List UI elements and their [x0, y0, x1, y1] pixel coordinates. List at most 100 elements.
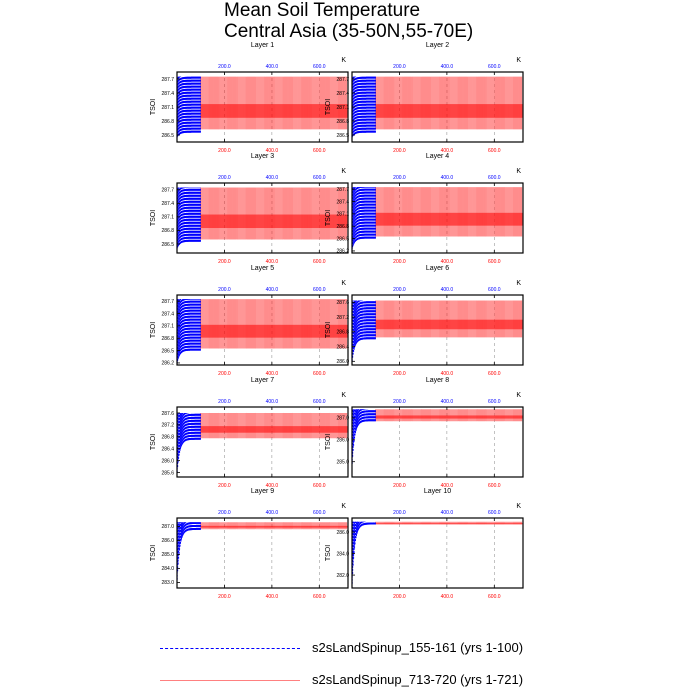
y-tick-label-1: 286.8	[161, 228, 174, 234]
y-axis-label: TSOI	[150, 210, 157, 226]
y-tick-label-3: 286.0	[161, 538, 174, 544]
x-bottom-tick-label-1: 400.0	[266, 371, 279, 377]
series-run1	[176, 412, 201, 473]
y-tick-label-1: 286.5	[336, 236, 349, 242]
y-tick-label-0: 283.0	[161, 580, 174, 586]
panel-frame	[351, 182, 524, 254]
units-label: K	[341, 392, 346, 399]
chart-panel-layer-9: Layer 9 K TSOI 283.0 284.0 285.0 286.0 287.0 200…	[150, 488, 349, 600]
units-label: K	[516, 392, 521, 399]
series-run2-core	[375, 104, 523, 118]
x-bottom-tick-label-2: 600.0	[488, 148, 501, 154]
x-top-tick-label-1: 400.0	[441, 175, 454, 181]
series-run1	[351, 300, 376, 362]
y-tick-label-3: 287.1	[161, 324, 174, 330]
chart-panel-layer-4: Layer 4 K TSOI 286.2 286.5 286.8 287.1 287.4 287…	[325, 153, 524, 265]
series-run2	[375, 300, 524, 338]
series-run1	[176, 299, 201, 363]
y-tick-label-0: 282.0	[336, 573, 349, 579]
panel-title: Layer 4	[426, 153, 449, 160]
y-tick-label-2: 287.1	[161, 215, 174, 221]
y-tick-label-1: 284.0	[161, 566, 174, 572]
x-bottom-tick-label-2: 600.0	[313, 483, 326, 489]
legend-entry-run1: s2sLandSpinup_155-161 (yrs 1-100)	[160, 639, 610, 659]
x-top-tick-label-1: 400.0	[266, 287, 279, 293]
series-run2-core	[375, 523, 523, 525]
chart-panel-layer-2: Layer 2 K TSOI 286.5 286.8 287.1 287.4 287.7 200…	[325, 42, 524, 154]
series-run2-core	[200, 214, 348, 229]
x-top-tick-label-2: 600.0	[313, 510, 326, 516]
x-top-tick-label-0: 200.0	[393, 64, 406, 70]
x-top-tick-label-1: 400.0	[266, 510, 279, 516]
x-bottom-tick-label-0: 200.0	[218, 371, 231, 377]
panel-title: Layer 6	[426, 265, 449, 272]
y-tick-label-1: 284.0	[336, 551, 349, 557]
y-tick-label-2: 287.1	[161, 105, 174, 111]
panel-frame	[351, 406, 524, 478]
x-top-tick-label-0: 200.0	[393, 510, 406, 516]
y-tick-label-3: 286.8	[161, 435, 174, 441]
y-axis-label: TSOI	[150, 99, 157, 115]
y-axis-label: TSOI	[150, 545, 157, 561]
y-tick-label-2: 286.8	[336, 330, 349, 336]
y-tick-label-4: 287.7	[336, 77, 349, 83]
y-axis-label: TSOI	[325, 322, 332, 338]
series-run2	[375, 409, 524, 422]
x-top-tick-label-1: 400.0	[441, 399, 454, 405]
chart-panel-layer-8: Layer 8 K TSOI 285.0 286.0 287.0 200.0 400.0 600…	[325, 377, 524, 489]
x-bottom-tick-label-0: 200.0	[393, 594, 406, 600]
x-bottom-tick-label-1: 400.0	[266, 594, 279, 600]
y-tick-label-1: 286.0	[336, 438, 349, 444]
units-label: K	[516, 280, 521, 287]
legend-swatch-run2	[160, 680, 300, 681]
x-bottom-tick-label-0: 200.0	[218, 483, 231, 489]
x-bottom-tick-label-2: 600.0	[488, 594, 501, 600]
y-tick-label-3: 287.4	[336, 91, 349, 97]
series-run2	[200, 412, 349, 439]
x-top-tick-label-1: 400.0	[441, 287, 454, 293]
units-label: K	[341, 280, 346, 287]
panel-title: Layer 9	[251, 488, 274, 495]
y-tick-label-1: 286.4	[336, 344, 349, 350]
series-run2	[375, 187, 524, 237]
x-top-tick-label-1: 400.0	[441, 64, 454, 70]
chart-panel-layer-10: Layer 10 K TSOI 282.0 284.0 286.0 200.0 400.0 60…	[325, 488, 524, 600]
y-tick-label-0: 286.0	[336, 359, 349, 365]
series-run2	[200, 299, 349, 349]
x-bottom-tick-label-1: 400.0	[441, 259, 454, 265]
series-run2	[375, 76, 524, 130]
x-top-tick-label-0: 200.0	[393, 175, 406, 181]
y-tick-label-3: 287.2	[336, 315, 349, 321]
x-bottom-tick-label-1: 400.0	[441, 594, 454, 600]
chart-panel-layer-1: Layer 1 K TSOI 286.5 286.8 287.1 287.4 287.7 200…	[150, 42, 349, 154]
series-run2-core	[200, 324, 348, 338]
x-top-tick-label-2: 600.0	[313, 64, 326, 70]
y-tick-label-4: 287.4	[336, 199, 349, 205]
y-tick-label-5: 287.6	[161, 411, 174, 417]
x-bottom-tick-label-1: 400.0	[441, 483, 454, 489]
y-tick-label-0: 285.0	[336, 459, 349, 465]
y-tick-label-2: 286.8	[161, 336, 174, 342]
y-tick-label-0: 286.5	[336, 133, 349, 139]
y-tick-label-0: 285.6	[161, 470, 174, 476]
panel-frame	[351, 294, 524, 366]
y-axis-label: TSOI	[150, 434, 157, 450]
panel-frame	[351, 517, 524, 589]
series-run1	[351, 521, 376, 584]
y-tick-label-3: 287.4	[161, 91, 174, 97]
x-top-tick-label-2: 600.0	[313, 399, 326, 405]
x-bottom-tick-label-1: 400.0	[266, 259, 279, 265]
y-tick-label-2: 286.8	[336, 224, 349, 230]
series-run2-core	[200, 426, 348, 433]
x-top-tick-label-2: 600.0	[488, 510, 501, 516]
figure-title-line1: Mean Soil Temperature	[224, 0, 421, 21]
y-tick-label-3: 287.1	[336, 212, 349, 218]
panel-title: Layer 5	[251, 265, 274, 272]
x-bottom-tick-label-1: 400.0	[266, 148, 279, 154]
units-label: K	[516, 168, 521, 175]
y-tick-label-0: 286.5	[161, 133, 174, 139]
x-top-tick-label-1: 400.0	[266, 64, 279, 70]
panel-frame	[176, 182, 349, 254]
y-tick-label-4: 287.2	[161, 423, 174, 429]
